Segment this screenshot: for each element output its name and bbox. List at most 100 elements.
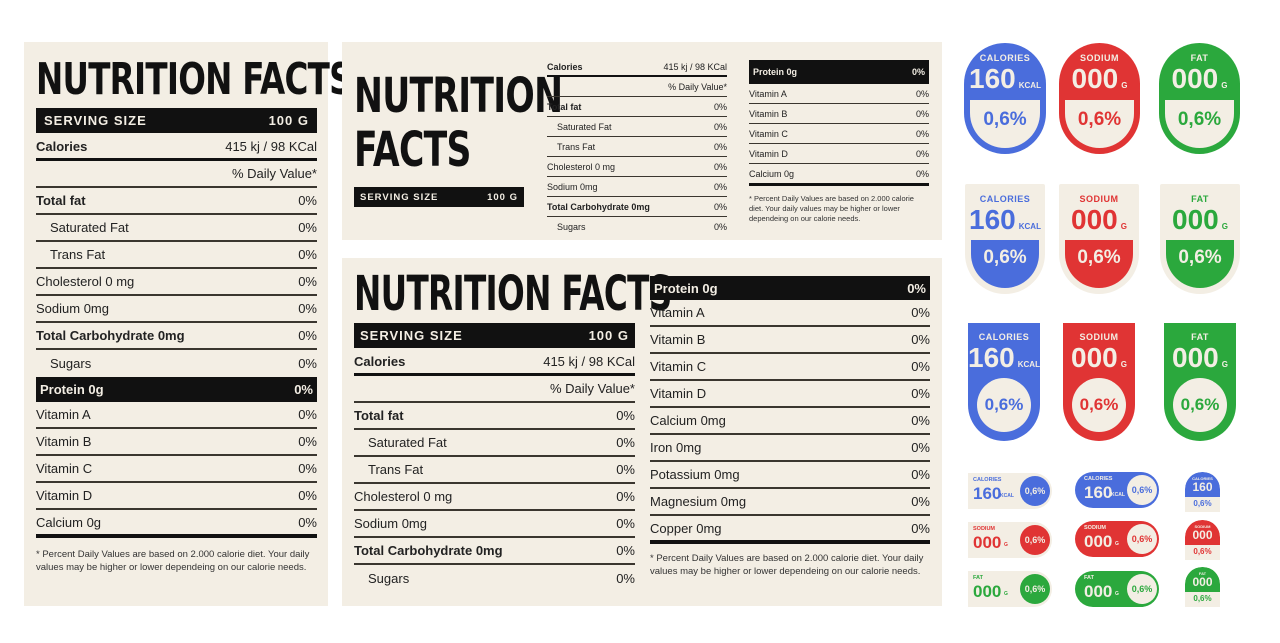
table-row: Vitamin B 0% [36,429,317,456]
badge-category: CALORIES [973,477,1002,483]
row-label: Vitamin C [36,461,93,476]
table-row: Trans Fat 0% [354,457,635,484]
serving-size-value: 100 G [487,191,518,203]
table-row: Cholesterol 0 mg 0% [547,157,727,177]
row-label: Calcium 0g [749,168,795,179]
badge-category: FAT [1084,575,1094,581]
row-value: 0% [713,222,727,232]
badge-calories-tag: CALORIES 160 KCAL 0,6% [968,323,1040,441]
table-row: Vitamin B 0% [749,104,929,124]
row-value: 0% [298,461,317,476]
row-label: Vitamin A [650,305,705,320]
row-label: Calories [354,354,406,369]
calories-row: Calories 415 kj / 98 KCal [36,135,317,161]
row-label: Vitamin C [650,359,707,374]
badge-category: CALORIES [1192,476,1213,481]
row-value: 0% [915,148,929,159]
badge-number: 160 [968,342,1015,373]
badge-calories-mini: CALORIES 160 0,6% [1185,472,1220,512]
serving-size-label: SERVING SIZE [44,113,147,128]
badge-percent: 0,6% [1065,240,1133,288]
badge-sodium-tag: SODIUM 000 G 0,6% [1063,323,1135,441]
row-value: 0% [911,520,930,536]
badge-category: FAT [973,575,983,581]
row-label: Vitamin A [749,88,787,99]
badge-category: SODIUM [1080,53,1119,63]
badge-number: 000 [1071,63,1119,94]
serving-size-value: 100 G [588,328,629,343]
badge-unit: G [1121,81,1128,90]
row-value: 0% [911,305,930,320]
row-label: Sodium 0mg [547,181,598,192]
badge-percent: 0,6% [1020,476,1050,506]
row-value: 0% [911,359,930,374]
badge-category: FAT [1191,194,1209,204]
badge-value: 000 G [1059,65,1140,93]
row-label: Iron 0mg [650,440,702,455]
row-value: 0% [616,489,635,504]
row-value: 0% [298,274,317,289]
calories-row: Calories 415 kj / 98 KCal [354,350,635,376]
row-label: Calories [36,139,88,154]
row-label: Calcium 0mg [650,413,726,428]
table-row: Vitamin A 0% [749,84,929,104]
table-row: Total fat 0% [354,403,635,430]
daily-value-header: % Daily Value* [36,161,317,188]
row-value: 0% [298,407,317,422]
table-row: Cholesterol 0 mg 0% [354,484,635,511]
badge-calories-small-cream: CALORIES 160 KCAL 0,6% [968,473,1052,509]
badge-fat-small-cream: FAT 000 G 0,6% [968,571,1052,607]
row-value: 0% [911,413,930,428]
row-label: Vitamin D [36,488,93,503]
badge-number: 000 [1084,532,1113,551]
row-label: Total Carbohydrate 0mg [36,328,185,343]
row-value: 0% [911,440,930,455]
serving-size-value: 100 G [268,113,309,128]
table-row: Copper 0mg 0% [650,516,930,544]
badge-percent: 0,6% [1165,100,1234,148]
row-value: 0% [911,467,930,482]
badge-percent: 0,6% [1072,378,1126,432]
row-value: 0% [713,181,727,192]
row-value: 0% [911,67,925,77]
row-label: Total fat [36,193,86,208]
badge-number: 000 [1192,528,1213,542]
row-label: Sugars [368,571,410,586]
nutrition-label-horizontal-large: NUTRITION FACTS SERVING SIZE 100 G Calor… [342,258,942,606]
nutrition-label-horizontal-small: NUTRITION FACTS SERVING SIZE 100 G Calor… [342,42,942,240]
table-row: Saturated Fat 0% [354,430,635,457]
table-row: Vitamin B 0% [650,327,930,354]
badge-fat-mini: FAT 000 0,6% [1185,567,1220,607]
badge-number: 000 [973,582,1002,601]
table-row: Total Carbohydrate 0mg 0% [354,538,635,565]
row-value: 0% [713,121,727,132]
table-row: Sodium 0mg 0% [36,296,317,323]
row-value: % Daily Value* [668,81,727,92]
badge-percent: 0,6% [1193,547,1212,556]
row-label: Vitamin B [650,332,706,347]
row-label: Protein 0g [753,67,798,77]
row-value: 0% [616,408,635,423]
badge-value: 000 G [1160,206,1240,234]
row-value: 0% [915,168,929,179]
table-row: Calcium 0g 0% [749,164,929,186]
badge-percent: 0,6% [970,100,1040,148]
row-value: 0% [616,571,635,586]
daily-value-header: % Daily Value* [354,376,635,403]
row-value: 0% [616,516,635,531]
badge-unit: G [1004,542,1008,548]
row-value: 0% [616,435,635,450]
badge-percent: 0,6% [971,240,1039,288]
badge-percent: 0,6% [1065,100,1134,148]
badge-category: FAT [1198,571,1207,576]
badge-fat-shield: FAT 000 G 0,6% [1160,184,1240,294]
badge-number: 000 [1071,342,1118,373]
serving-size-label: SERVING SIZE [360,191,439,203]
label-title: NUTRITION FACTS [354,266,672,322]
badge-percent: 0,6% [1020,525,1050,555]
row-value: 0% [298,328,317,343]
table-row: Vitamin D 0% [650,381,930,408]
badge-value: 160 KCAL [964,65,1046,93]
row-label: Total fat [354,408,404,423]
badge-unit: KCAL [1111,492,1125,498]
